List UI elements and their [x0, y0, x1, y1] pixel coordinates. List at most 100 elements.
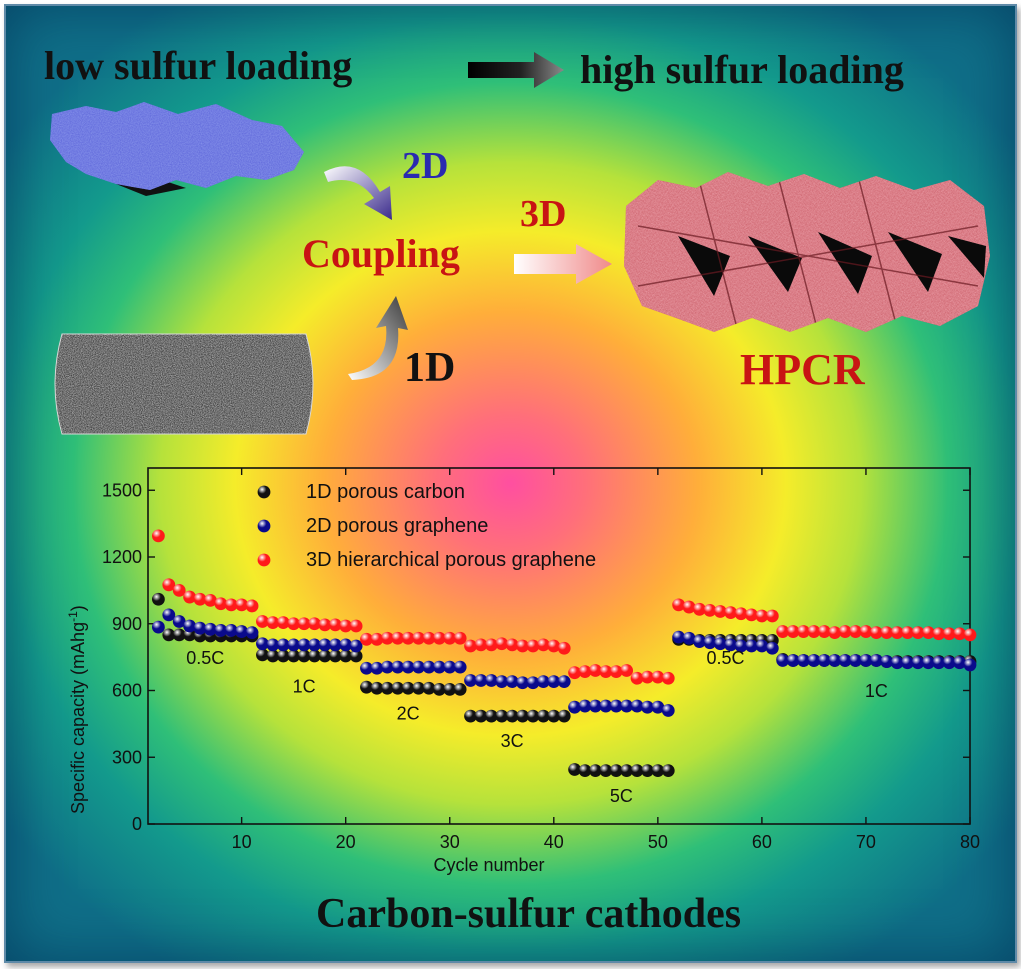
data-point [755, 639, 769, 653]
data-point [484, 638, 498, 652]
data-point [162, 628, 176, 642]
rate-annotation: 0.5C [706, 648, 744, 668]
data-point [953, 656, 966, 670]
data-point [214, 597, 228, 611]
data-point [661, 671, 675, 685]
data-point [287, 617, 301, 631]
data-point [276, 638, 290, 652]
data-point [568, 700, 582, 714]
data-point [256, 648, 269, 662]
data-point [432, 682, 446, 696]
data-point [443, 660, 457, 674]
y-tick-label: 300 [112, 747, 142, 767]
arrow-2d-to-coupling [324, 166, 392, 220]
data-point [693, 635, 706, 648]
data-point [609, 665, 623, 678]
capacity-chart: 0 300 600 900 1200 1500 10 20 30 40 50 60 70 80 Cycle … [66, 467, 980, 875]
data-point [745, 608, 758, 622]
data-point [495, 675, 509, 688]
series-2 [152, 608, 977, 717]
data-point [297, 617, 311, 631]
data-point [911, 626, 925, 640]
rate-annotation: 1C [293, 677, 316, 697]
data-point [453, 682, 467, 696]
data-point [869, 626, 883, 640]
data-point [276, 649, 290, 663]
data-point [152, 620, 165, 634]
x-tick-label: 20 [336, 832, 356, 852]
data-point [318, 618, 332, 632]
data-point [599, 665, 613, 678]
y-tick-label: 1200 [102, 547, 142, 567]
data-point [536, 675, 550, 688]
data-point [557, 675, 571, 688]
data-point [432, 631, 446, 645]
data-point [308, 638, 321, 652]
data-point [838, 625, 852, 638]
graphene-sheet-image [50, 102, 304, 196]
rate-annotation: 5C [610, 786, 633, 806]
data-point [641, 700, 654, 714]
x-tick-label: 10 [232, 832, 252, 852]
data-point [256, 637, 269, 651]
graphical-abstract: low sulfur loading high sulfur loading [4, 4, 1017, 963]
data-point [536, 709, 550, 723]
data-point [921, 656, 935, 670]
data-point [599, 699, 613, 713]
data-point [183, 619, 197, 633]
data-point [599, 764, 613, 777]
data-point [682, 600, 696, 614]
data-point [256, 615, 269, 628]
data-point [422, 681, 436, 695]
data-point [183, 590, 197, 604]
data-point [339, 649, 353, 663]
data-point [557, 641, 571, 655]
data-point [318, 638, 332, 652]
data-point [568, 666, 582, 680]
coupling-label: Coupling [302, 231, 460, 276]
data-point [432, 660, 446, 674]
data-point [911, 656, 925, 670]
data-point [380, 631, 394, 645]
footer-title: Carbon-sulfur cathodes [316, 891, 742, 937]
data-point [880, 655, 894, 668]
data-point [308, 649, 321, 663]
plot-frame [147, 467, 971, 825]
data-point [890, 626, 904, 640]
data-point [266, 638, 280, 652]
hpcr-structure-image [624, 172, 990, 332]
data-point [214, 624, 228, 637]
data-point [651, 670, 665, 684]
x-tick-label: 60 [752, 832, 772, 852]
data-point [391, 681, 405, 695]
legend-entry: 2D porous graphene [306, 515, 488, 537]
data-point [162, 578, 176, 592]
data-point [328, 638, 342, 652]
data-point [589, 699, 602, 713]
legend-marker [257, 485, 271, 499]
data-point [297, 649, 311, 663]
data-point [276, 616, 290, 630]
data-point [859, 654, 873, 667]
hpcr-label: HPCR [740, 345, 865, 394]
data-point [693, 602, 706, 616]
data-point [328, 618, 342, 632]
data-point [370, 632, 384, 646]
data-point [620, 699, 634, 713]
data-point [807, 654, 821, 667]
data-point [932, 627, 946, 641]
data-point [817, 654, 831, 667]
data-point [765, 609, 779, 623]
x-tick-label: 70 [856, 832, 876, 852]
data-point [422, 631, 436, 645]
data-point [682, 631, 696, 645]
data-point [578, 665, 592, 678]
data-point [204, 622, 217, 636]
data-point [661, 764, 675, 777]
data-point [287, 638, 301, 652]
rate-annotation: 0.5C [186, 648, 224, 668]
data-point [360, 680, 373, 694]
label-2d: 2D [402, 145, 449, 187]
data-point [464, 639, 477, 653]
data-point [786, 625, 800, 638]
